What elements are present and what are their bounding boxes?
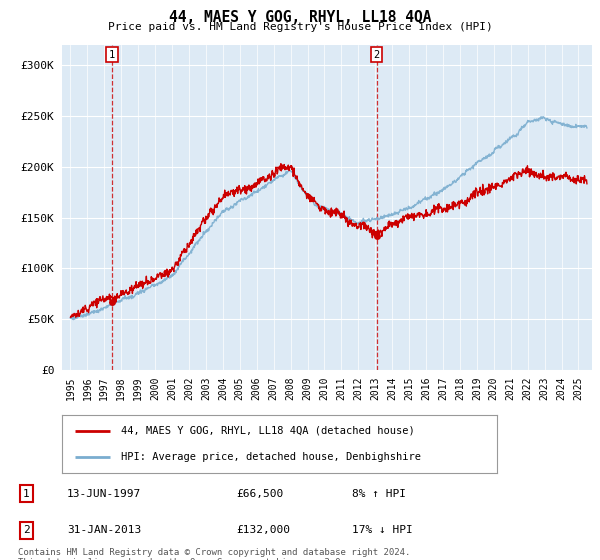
Text: 13-JUN-1997: 13-JUN-1997 xyxy=(67,489,141,498)
Text: 8% ↑ HPI: 8% ↑ HPI xyxy=(352,489,406,498)
Text: 1: 1 xyxy=(23,489,30,498)
Text: £132,000: £132,000 xyxy=(236,525,290,535)
Text: 44, MAES Y GOG, RHYL, LL18 4QA (detached house): 44, MAES Y GOG, RHYL, LL18 4QA (detached… xyxy=(121,426,415,436)
Text: HPI: Average price, detached house, Denbighshire: HPI: Average price, detached house, Denb… xyxy=(121,452,421,463)
Text: Contains HM Land Registry data © Crown copyright and database right 2024.
This d: Contains HM Land Registry data © Crown c… xyxy=(18,548,410,560)
Text: 31-JAN-2013: 31-JAN-2013 xyxy=(67,525,141,535)
Text: £66,500: £66,500 xyxy=(236,489,284,498)
Text: 2: 2 xyxy=(23,525,30,535)
Text: 1: 1 xyxy=(109,50,115,60)
Text: Price paid vs. HM Land Registry's House Price Index (HPI): Price paid vs. HM Land Registry's House … xyxy=(107,22,493,32)
Text: 44, MAES Y GOG, RHYL, LL18 4QA: 44, MAES Y GOG, RHYL, LL18 4QA xyxy=(169,10,431,25)
Text: 2: 2 xyxy=(373,50,380,60)
Text: 17% ↓ HPI: 17% ↓ HPI xyxy=(352,525,413,535)
